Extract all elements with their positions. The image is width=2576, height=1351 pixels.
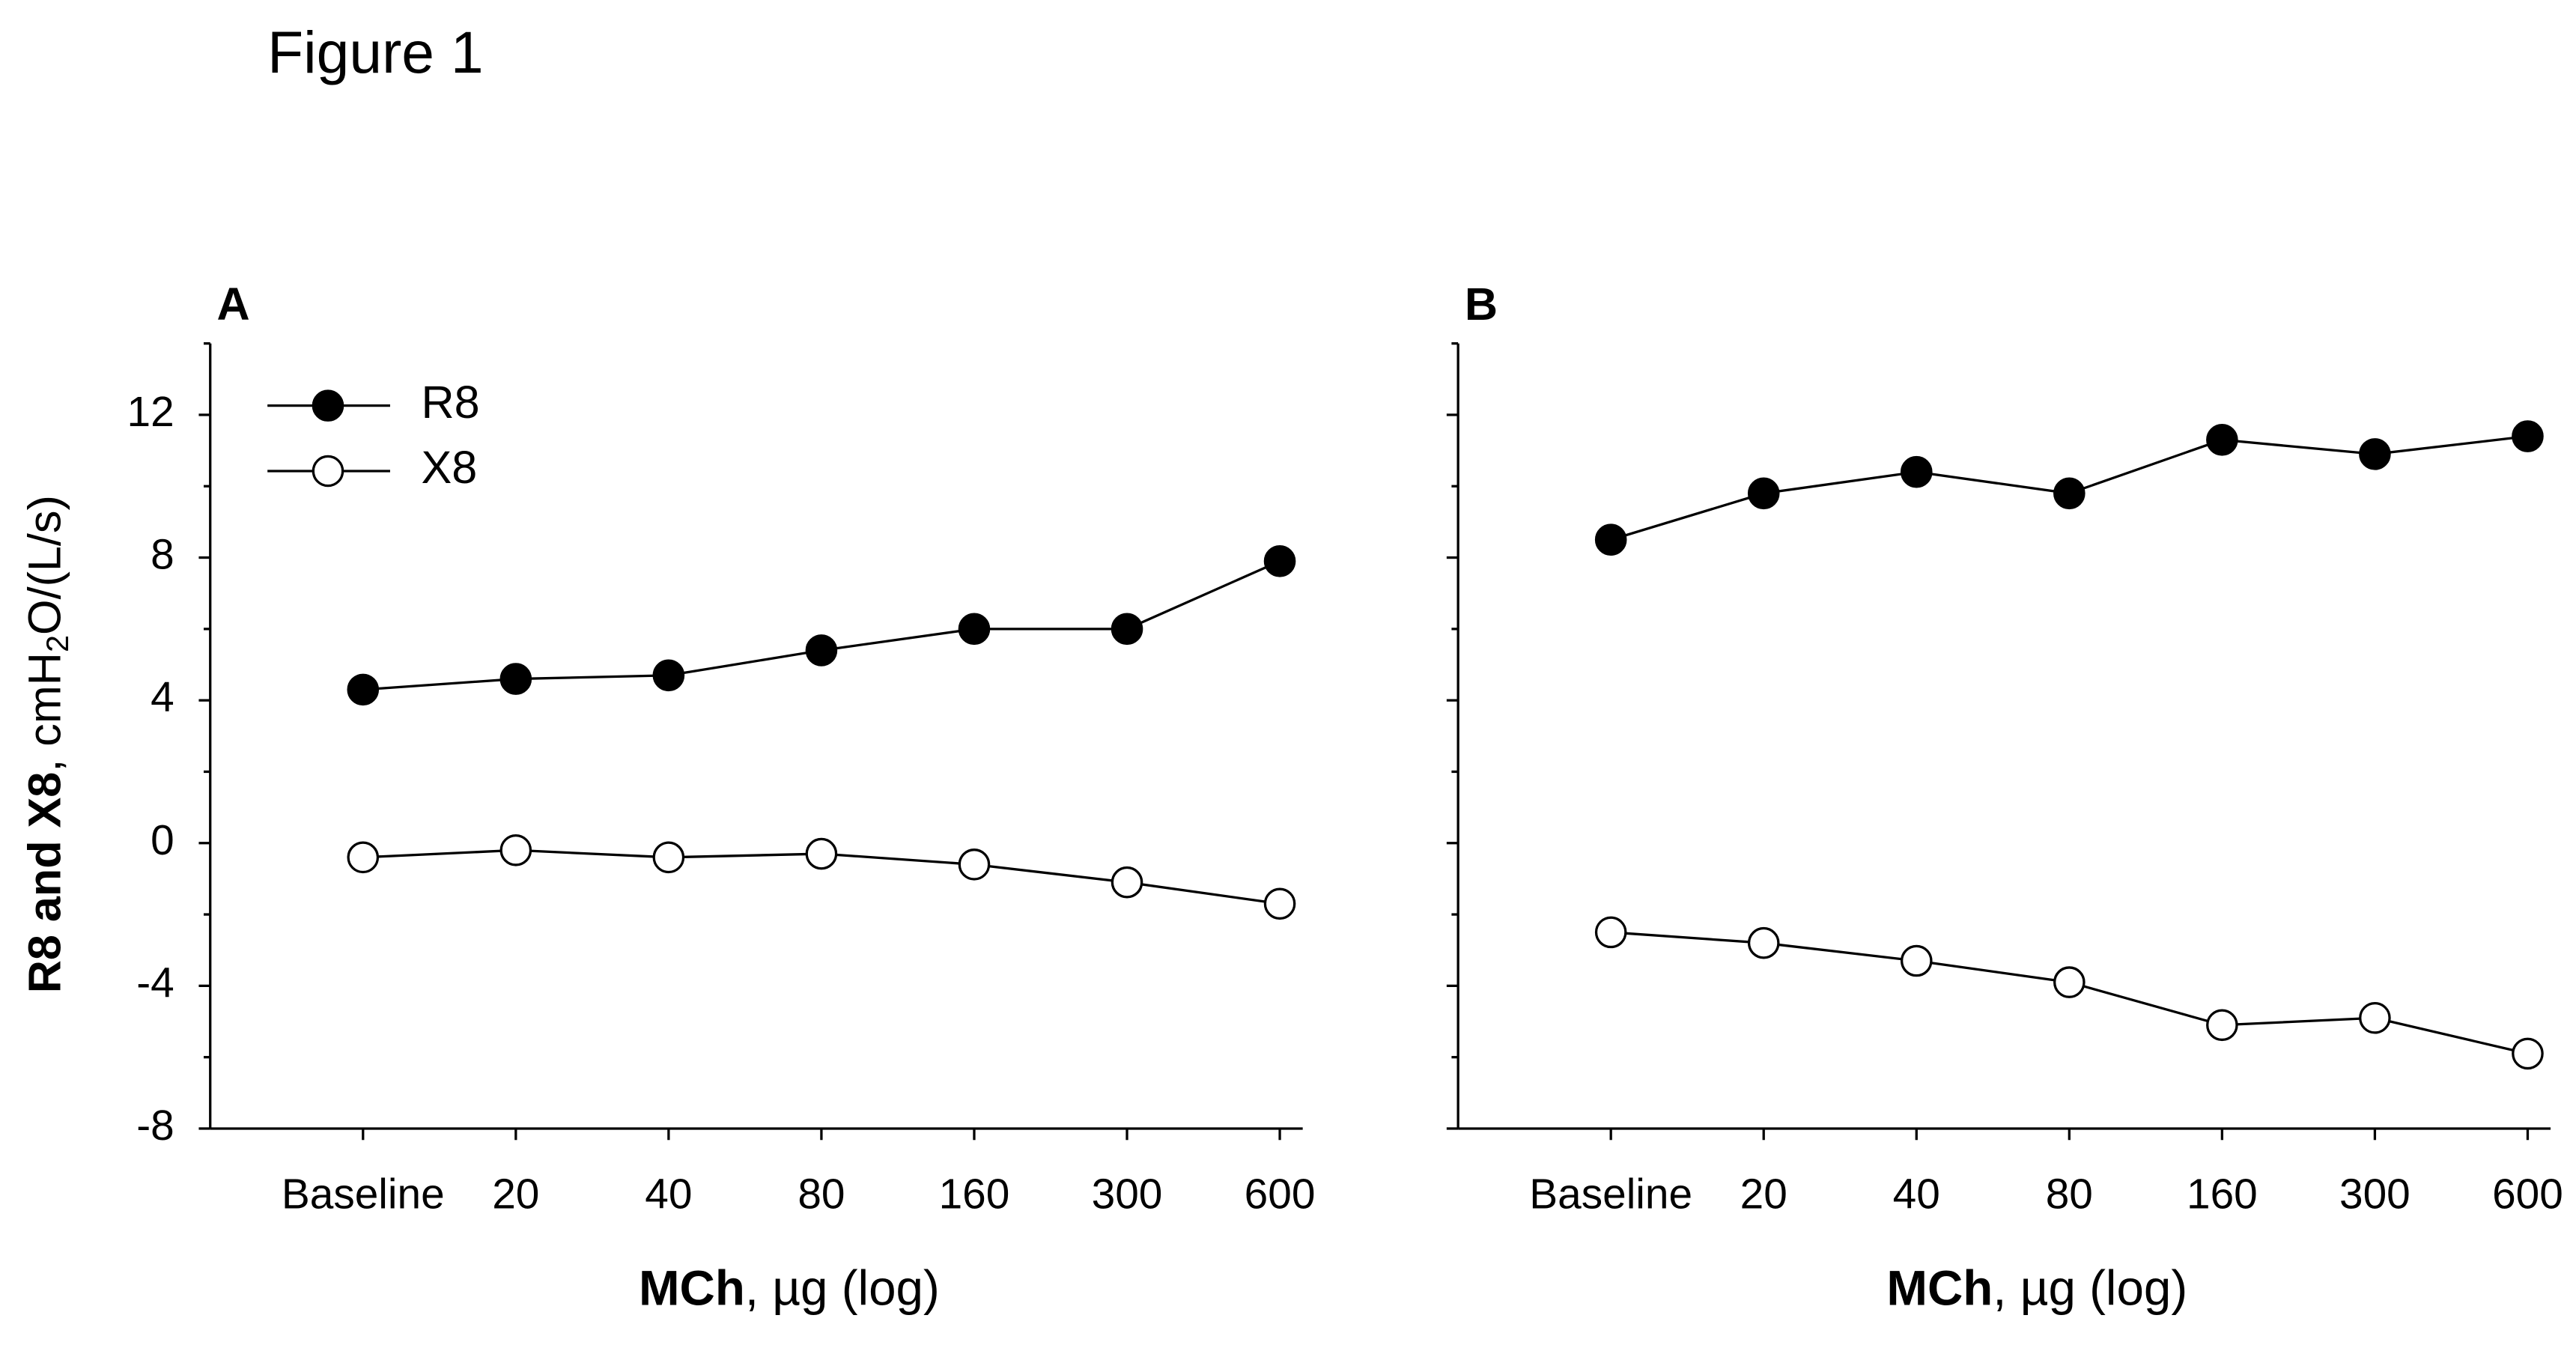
- x-axis-label-part: MCh: [639, 1261, 745, 1316]
- data-point: [1263, 545, 1296, 577]
- x-tick-label: 20: [492, 1171, 539, 1218]
- x-tick-label: Baseline: [282, 1171, 445, 1218]
- panel: B Baseline 20 40 80 160 300 600 MCh, µg (log): [1446, 279, 2563, 1316]
- y-axis-label: R8 and X8, cmH2O/(L/s): [19, 495, 75, 993]
- data-point: [347, 841, 380, 874]
- data-point: [1111, 613, 1143, 646]
- x-axis-label: MCh, µg (log): [1886, 1261, 2187, 1316]
- data-point: [2359, 438, 2391, 470]
- data-point: [652, 659, 685, 692]
- figure-title: Figure 1: [267, 19, 483, 85]
- x-tick-label: 600: [2492, 1171, 2563, 1218]
- data-point: [2206, 1009, 2238, 1042]
- data-point: [1594, 523, 1627, 556]
- y-tick-label: 12: [127, 389, 174, 436]
- data-point: [2053, 477, 2086, 510]
- x-axis-label-part: MCh: [1886, 1261, 1993, 1316]
- x-tick-label: 300: [1092, 1171, 1163, 1218]
- data-point: [652, 841, 685, 874]
- y-tick-label: 4: [151, 674, 174, 721]
- data-point: [958, 848, 991, 881]
- x-axis-label: MCh, µg (log): [639, 1261, 940, 1316]
- data-point: [2512, 1037, 2544, 1070]
- data-point: [958, 613, 991, 646]
- x-axis-label-part: , µg (log): [1993, 1261, 2187, 1316]
- x-tick-label: 600: [1245, 1171, 1316, 1218]
- data-point: [1900, 455, 1933, 488]
- x-tick-label: 160: [939, 1171, 1010, 1218]
- legend-label: R8: [421, 377, 479, 428]
- x-tick-label: Baseline: [1529, 1171, 1692, 1218]
- data-point: [2206, 424, 2238, 456]
- legend-label: X8: [421, 442, 477, 493]
- legend-marker: [312, 455, 344, 488]
- x-tick-label: 80: [2046, 1171, 2093, 1218]
- panel-label: B: [1465, 279, 1498, 330]
- panel-label: A: [216, 279, 249, 330]
- data-point: [2359, 1001, 2391, 1034]
- data-point: [1111, 866, 1143, 899]
- data-point: [805, 634, 838, 667]
- x-tick-label: 80: [798, 1171, 845, 1218]
- y-axis-label-part: 2: [40, 635, 75, 652]
- legend-marker: [312, 389, 344, 422]
- y-tick-label: 0: [151, 817, 174, 864]
- y-axis-label-part: , cmH: [19, 652, 70, 772]
- data-point: [499, 834, 532, 866]
- data-point: [2512, 420, 2544, 452]
- y-tick-label: -4: [136, 959, 174, 1007]
- y-tick-label: 8: [151, 532, 174, 579]
- x-axis-label-part: , µg (log): [745, 1261, 940, 1316]
- data-point: [347, 673, 380, 706]
- x-tick-label: 40: [1893, 1171, 1940, 1218]
- data-point: [1747, 477, 1780, 510]
- data-point: [1900, 944, 1933, 977]
- data-point: [1263, 887, 1296, 920]
- y-tick-label: -8: [136, 1102, 174, 1150]
- data-point: [805, 837, 838, 870]
- y-axis-label-part: R8 and X8: [19, 772, 70, 994]
- x-tick-label: 40: [645, 1171, 692, 1218]
- data-point: [1594, 916, 1627, 949]
- x-tick-label: 300: [2339, 1171, 2411, 1218]
- data-point: [2053, 966, 2086, 998]
- x-tick-label: 160: [2187, 1171, 2258, 1218]
- data-point: [1747, 926, 1780, 959]
- y-axis-label-part: O/(L/s): [19, 495, 70, 635]
- data-point: [499, 663, 532, 695]
- panel: A -8 -4 0 4 8 12 Baseline 20 40 80 160 300 600 MCh, µg…: [19, 279, 1316, 1316]
- x-tick-label: 20: [1740, 1171, 1787, 1218]
